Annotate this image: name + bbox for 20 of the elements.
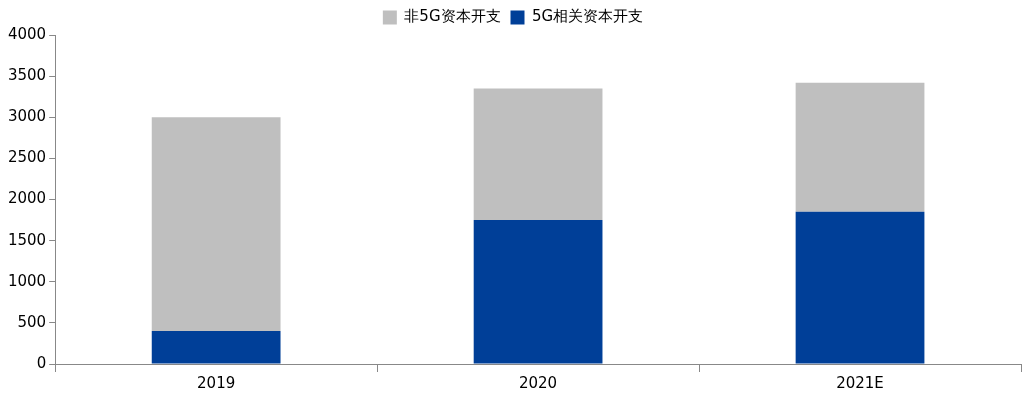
x-tick-label: 2020 <box>518 373 558 392</box>
bar <box>795 82 925 212</box>
y-tick-label: 500 <box>17 312 47 331</box>
x-tick-label: 2019 <box>197 373 236 392</box>
bar <box>795 211 925 364</box>
y-tick-label: 4000 <box>7 24 47 43</box>
bar <box>473 220 603 364</box>
y-tick-label: 0 <box>36 353 47 372</box>
x-tick-label: 2021E <box>836 373 884 392</box>
bar <box>473 88 603 221</box>
bar <box>151 117 281 332</box>
bar <box>151 331 281 364</box>
y-tick-label: 2500 <box>7 148 47 167</box>
legend-label: 5G相关资本开支 <box>532 7 644 26</box>
y-tick-label: 2000 <box>7 189 47 208</box>
y-tick-label: 1000 <box>7 271 47 290</box>
y-tick-label: 3500 <box>7 66 47 85</box>
y-tick-label: 1500 <box>7 230 47 249</box>
y-tick-label: 3000 <box>7 107 47 126</box>
legend-label: 非5G资本开支 <box>404 7 501 26</box>
